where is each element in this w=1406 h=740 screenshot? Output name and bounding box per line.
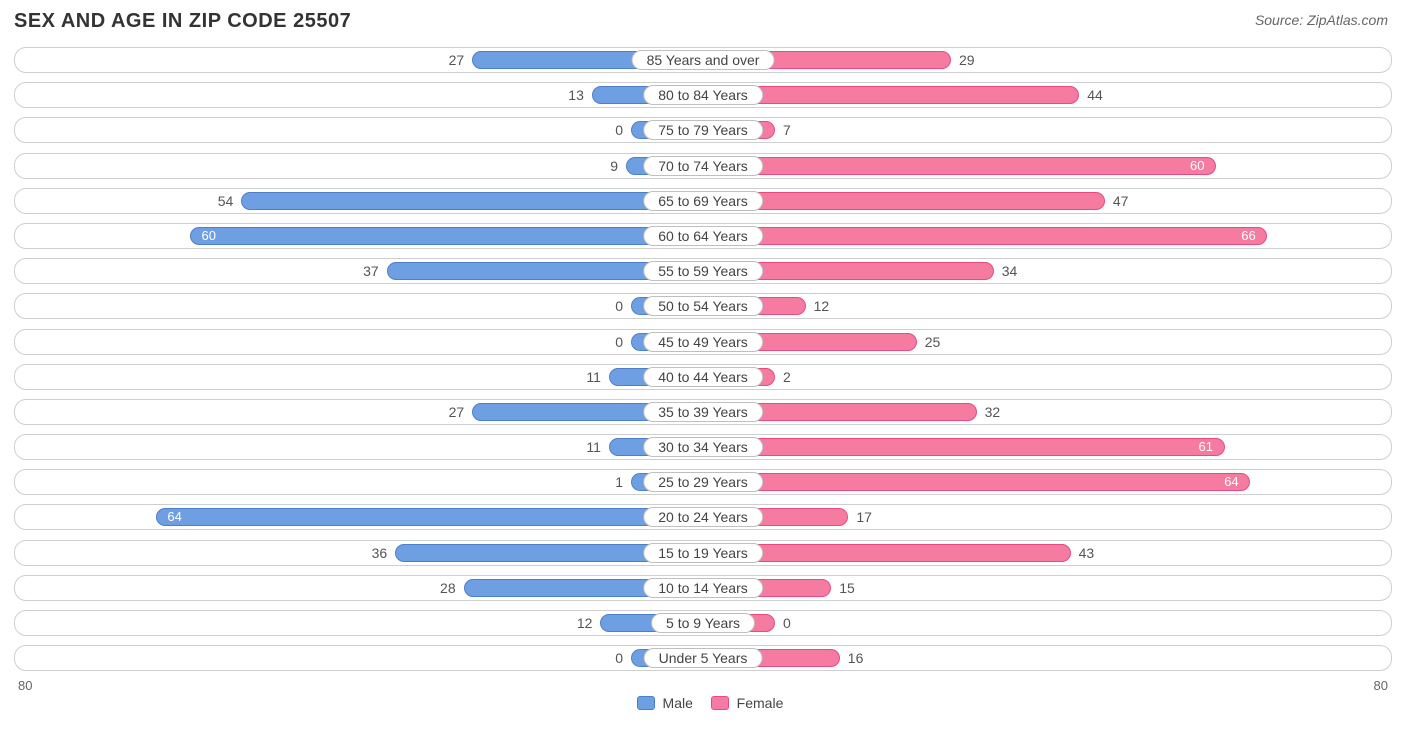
age-category-label: 25 to 29 Years (643, 472, 763, 492)
legend: Male Female (14, 695, 1392, 711)
female-value: 43 (1079, 541, 1095, 565)
male-bar (190, 227, 703, 245)
female-value: 60 (1190, 154, 1204, 178)
legend-swatch-male (637, 696, 655, 710)
female-value: 29 (959, 48, 975, 72)
age-row: 80 to 84 Years 13 44 (14, 82, 1392, 108)
age-category-label: 70 to 74 Years (643, 156, 763, 176)
age-row: 55 to 59 Years 37 34 (14, 258, 1392, 284)
age-category-label: 50 to 54 Years (643, 296, 763, 316)
axis-left-max: 80 (18, 678, 32, 693)
source-label: Source: ZipAtlas.com (1255, 12, 1388, 28)
female-value: 25 (925, 330, 941, 354)
age-category-label: 15 to 19 Years (643, 543, 763, 563)
legend-swatch-female (711, 696, 729, 710)
age-category-label: 65 to 69 Years (643, 191, 763, 211)
female-value: 47 (1113, 189, 1129, 213)
male-value: 11 (586, 365, 601, 389)
population-pyramid: 85 Years and over272980 to 84 Years13447… (14, 47, 1392, 671)
age-row: 75 to 79 Years 0 7 (14, 117, 1392, 143)
age-category-label: 45 to 49 Years (643, 332, 763, 352)
female-value: 32 (985, 400, 1001, 424)
male-value: 64 (167, 505, 181, 529)
female-value: 0 (783, 611, 791, 635)
age-category-label: 85 Years and over (632, 50, 775, 70)
male-value: 9 (610, 154, 618, 178)
age-row: 50 to 54 Years 0 12 (14, 293, 1392, 319)
axis-row: 80 80 (14, 678, 1392, 693)
age-category-label: 75 to 79 Years (643, 120, 763, 140)
chart-title: SEX AND AGE IN ZIP CODE 25507 (14, 10, 1392, 33)
male-value: 37 (363, 259, 379, 283)
axis-right-max: 80 (1374, 678, 1388, 693)
male-value: 0 (615, 118, 623, 142)
age-category-label: 80 to 84 Years (643, 85, 763, 105)
female-value: 12 (814, 294, 830, 318)
age-category-label: 5 to 9 Years (651, 613, 755, 633)
female-value: 61 (1199, 435, 1213, 459)
male-value: 54 (218, 189, 234, 213)
age-row: 70 to 74 Years 9 60 (14, 153, 1392, 179)
age-category-label: 40 to 44 Years (643, 367, 763, 387)
male-bar (156, 508, 703, 526)
age-category-label: 10 to 14 Years (643, 578, 763, 598)
age-category-label: 30 to 34 Years (643, 437, 763, 457)
age-row: 60 to 64 Years 60 66 (14, 223, 1392, 249)
female-value: 16 (848, 646, 864, 670)
age-category-label: Under 5 Years (644, 648, 763, 668)
male-value: 27 (449, 400, 465, 424)
age-category-label: 55 to 59 Years (643, 261, 763, 281)
age-category-label: 20 to 24 Years (643, 507, 763, 527)
female-bar (703, 192, 1105, 210)
female-value: 7 (783, 118, 791, 142)
age-row: 10 to 14 Years 28 15 (14, 575, 1392, 601)
age-row: 15 to 19 Years 36 43 (14, 540, 1392, 566)
age-row: 20 to 24 Years 64 17 (14, 504, 1392, 530)
male-value: 12 (577, 611, 593, 635)
male-value: 0 (615, 646, 623, 670)
male-value: 28 (440, 576, 456, 600)
male-value: 0 (615, 330, 623, 354)
age-row: 85 Years and over 27 29 (14, 47, 1392, 73)
age-row: 25 to 29 Years 1 64 (14, 469, 1392, 495)
female-bar (703, 157, 1216, 175)
female-value: 17 (856, 505, 872, 529)
age-row: 5 to 9 Years 12 0 (14, 610, 1392, 636)
female-value: 66 (1241, 224, 1255, 248)
age-row: 30 to 34 Years 11 61 (14, 434, 1392, 460)
male-value: 27 (449, 48, 465, 72)
female-value: 44 (1087, 83, 1103, 107)
age-category-label: 60 to 64 Years (643, 226, 763, 246)
female-bar (703, 227, 1267, 245)
legend-label-male: Male (663, 695, 693, 711)
age-row: 35 to 39 Years 27 32 (14, 399, 1392, 425)
female-value: 64 (1224, 470, 1238, 494)
male-value: 60 (202, 224, 216, 248)
male-value: 0 (615, 294, 623, 318)
female-value: 15 (839, 576, 855, 600)
age-row: 45 to 49 Years 0 25 (14, 329, 1392, 355)
female-bar (703, 473, 1250, 491)
legend-label-female: Female (737, 695, 784, 711)
age-row: Under 5 Years 0 16 (14, 645, 1392, 671)
age-row: 40 to 44 Years 11 2 (14, 364, 1392, 390)
male-value: 13 (568, 83, 584, 107)
male-value: 36 (372, 541, 388, 565)
age-category-label: 35 to 39 Years (643, 402, 763, 422)
male-bar (241, 192, 703, 210)
male-value: 1 (615, 470, 623, 494)
age-row: 65 to 69 Years 54 47 (14, 188, 1392, 214)
female-value: 34 (1002, 259, 1018, 283)
female-bar (703, 438, 1225, 456)
female-value: 2 (783, 365, 791, 389)
male-value: 11 (586, 435, 601, 459)
